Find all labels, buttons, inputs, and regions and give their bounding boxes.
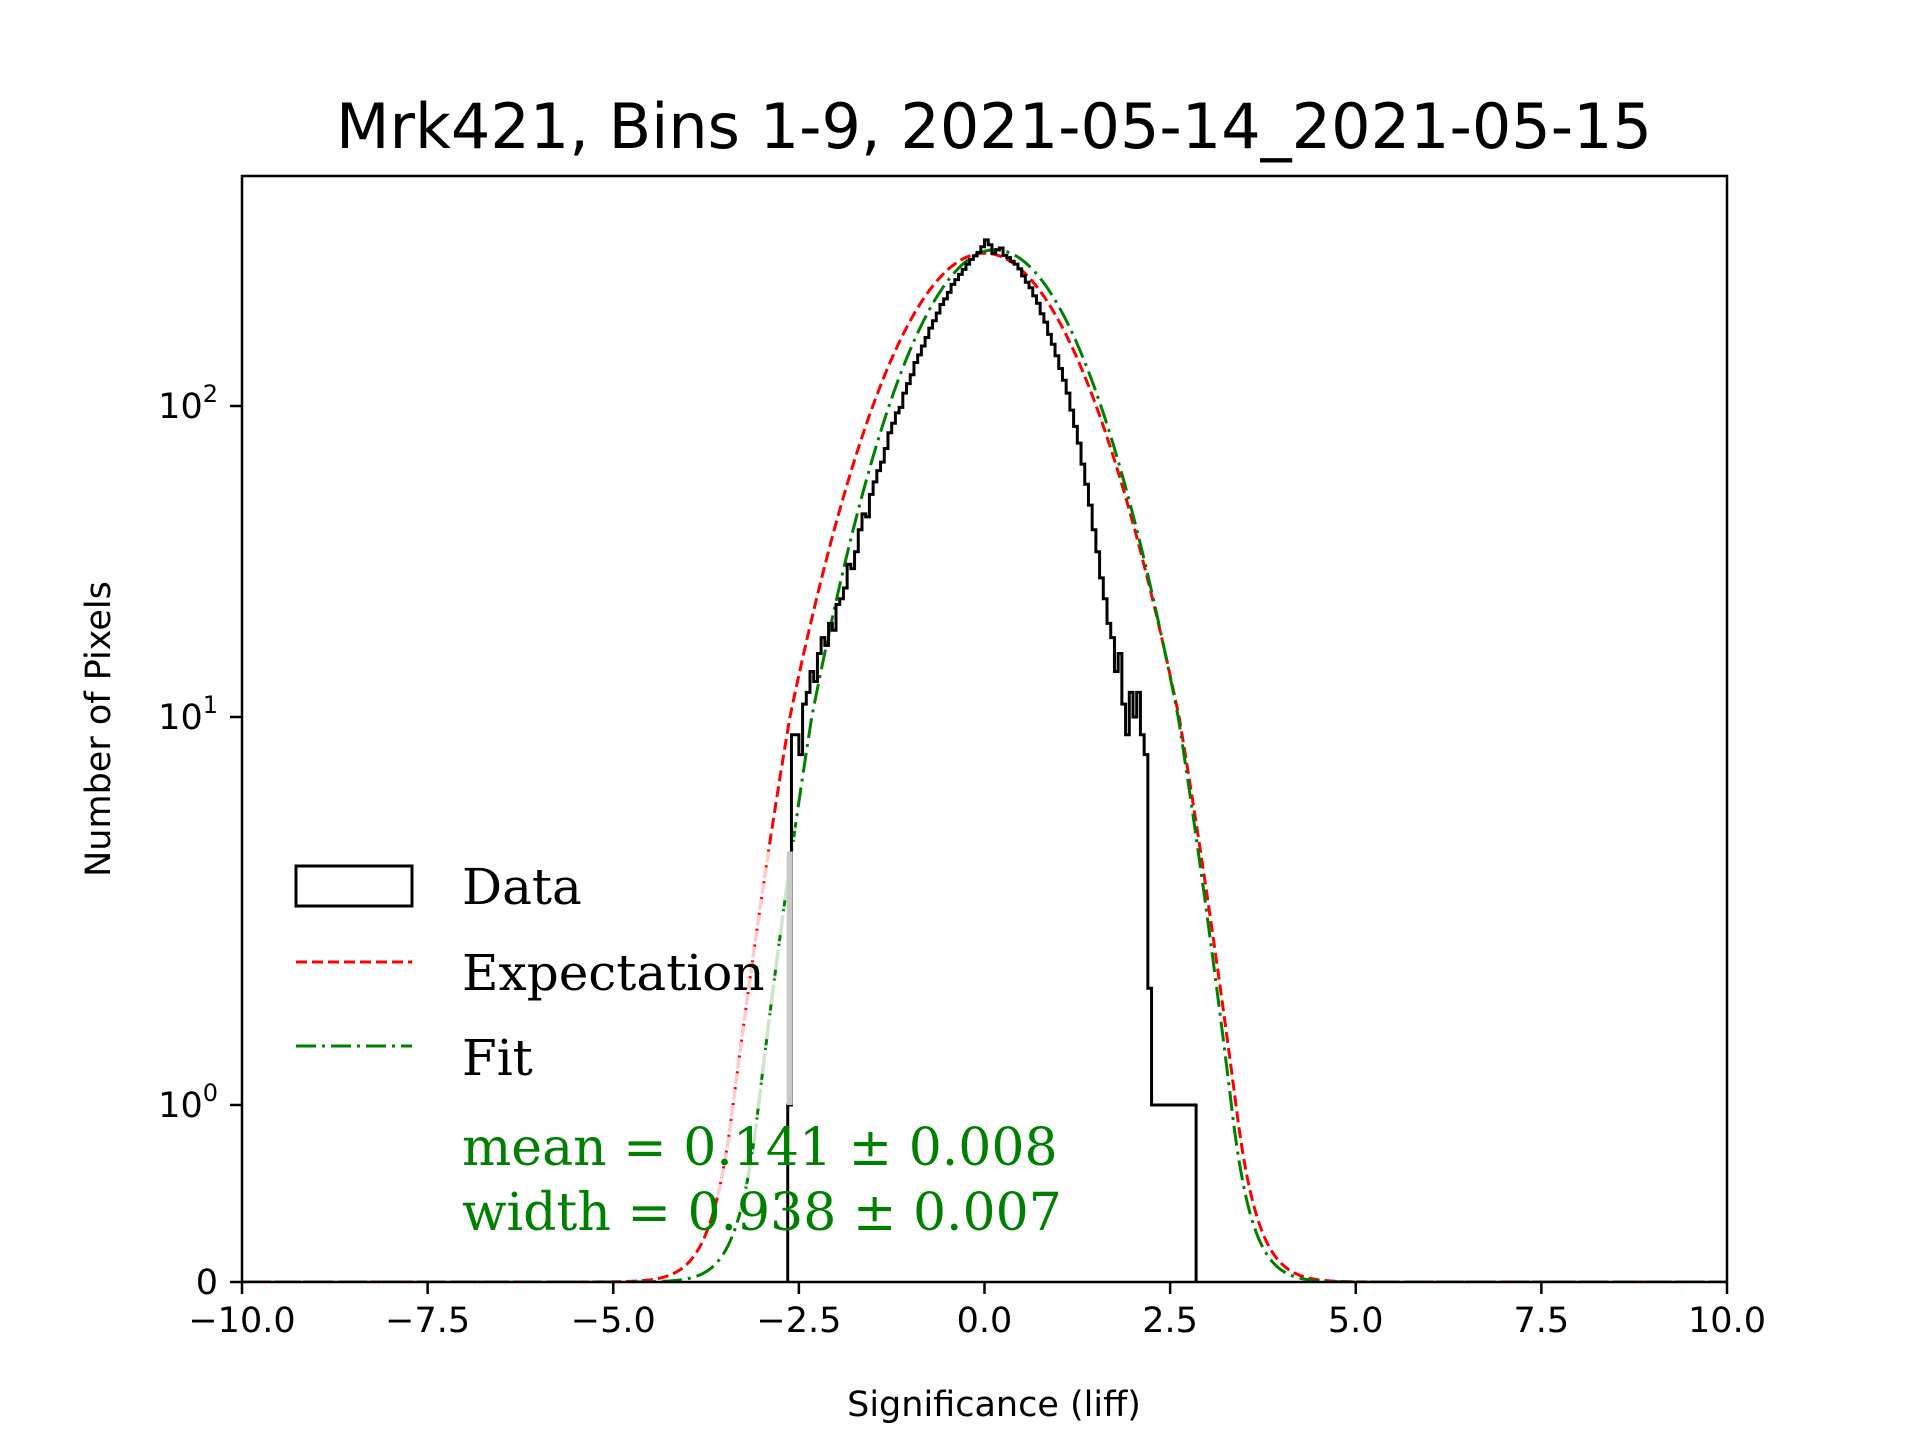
y-tick-label: 102 (158, 380, 218, 427)
x-tick-label: 10.0 (1688, 1301, 1766, 1341)
x-tick-label: −7.5 (385, 1301, 470, 1341)
x-tick-label: −2.5 (756, 1301, 841, 1341)
x-tick-label: 0.0 (957, 1301, 1013, 1341)
data-histogram (786, 238, 1198, 1281)
legend-fit-label: Fit (462, 1029, 533, 1087)
x-axis-ticks: −10.0 −7.5 −5.0 −2.5 0.0 2.5 5.0 7.5 10.0 (188, 1282, 1766, 1341)
legend-data-swatch (294, 864, 414, 908)
legend: Data Expectation Fit mean = 0.141 ± 0.00… (294, 858, 1062, 1243)
y-axis-label: Number of Pixels (79, 581, 119, 877)
x-tick-label: 5.0 (1328, 1301, 1384, 1341)
y-tick-label: 0 (196, 1263, 218, 1303)
plot-area (242, 238, 1727, 1281)
x-axis-label: Significance (liff) (847, 1385, 1141, 1425)
fit-curve (242, 248, 1727, 1281)
fit-curve-legend-overlap (738, 827, 797, 1213)
x-tick-label: −5.0 (571, 1301, 656, 1341)
x-tick-label: 7.5 (1514, 1301, 1570, 1341)
x-tick-label: 2.5 (1142, 1301, 1198, 1341)
fit-mean-annotation: mean = 0.141 ± 0.008 (462, 1118, 1058, 1178)
expectation-curve-legend-overlap (716, 846, 771, 1196)
fit-width-annotation: width = 0.938 ± 0.007 (462, 1183, 1062, 1243)
series-layer (242, 238, 1727, 1281)
legend-data-label: Data (462, 858, 582, 916)
x-tick-label: −10.0 (188, 1301, 295, 1341)
chart-title: Mrk421, Bins 1-9, 2021-05-14_2021-05-15 (336, 90, 1652, 163)
expectation-curve (242, 251, 1727, 1281)
legend-expectation-label: Expectation (462, 944, 765, 1002)
